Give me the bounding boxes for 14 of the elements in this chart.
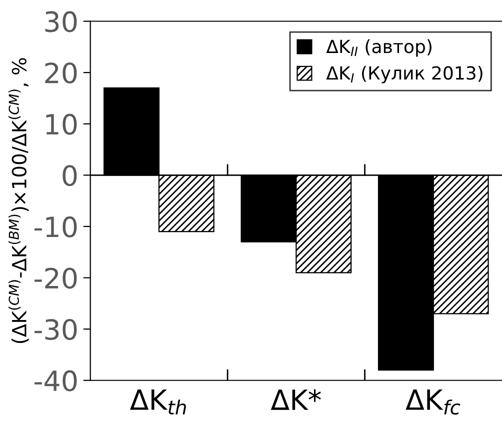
y-tick-label: 20 — [45, 62, 77, 84]
legend-label: ΔK$_{II}$ (автор) — [326, 39, 432, 57]
y-tick-label: -20 — [34, 268, 77, 289]
y-tick-label: 0 — [62, 165, 77, 186]
y-tick-label: -40 — [34, 370, 77, 392]
y-tick-label: -30 — [34, 319, 77, 340]
y-tick-label: 10 — [46, 114, 77, 135]
y-tick-label: -10 — [34, 216, 77, 238]
legend-label: ΔK$_{I}$ (Кулик 2013) — [326, 66, 482, 84]
x-tick-label: ΔK$_{th}$ — [130, 390, 186, 414]
y-tick-label: 30 — [45, 11, 77, 32]
x-tick-label: ΔK$_{fc}$ — [406, 390, 460, 415]
x-tick-label: ΔK* — [270, 389, 321, 410]
y-axis-title: (ΔK$^{(CM)}$-ΔK$^{(BM)}$)×100/ΔK$^{(CM)}$, % — [8, 58, 29, 344]
